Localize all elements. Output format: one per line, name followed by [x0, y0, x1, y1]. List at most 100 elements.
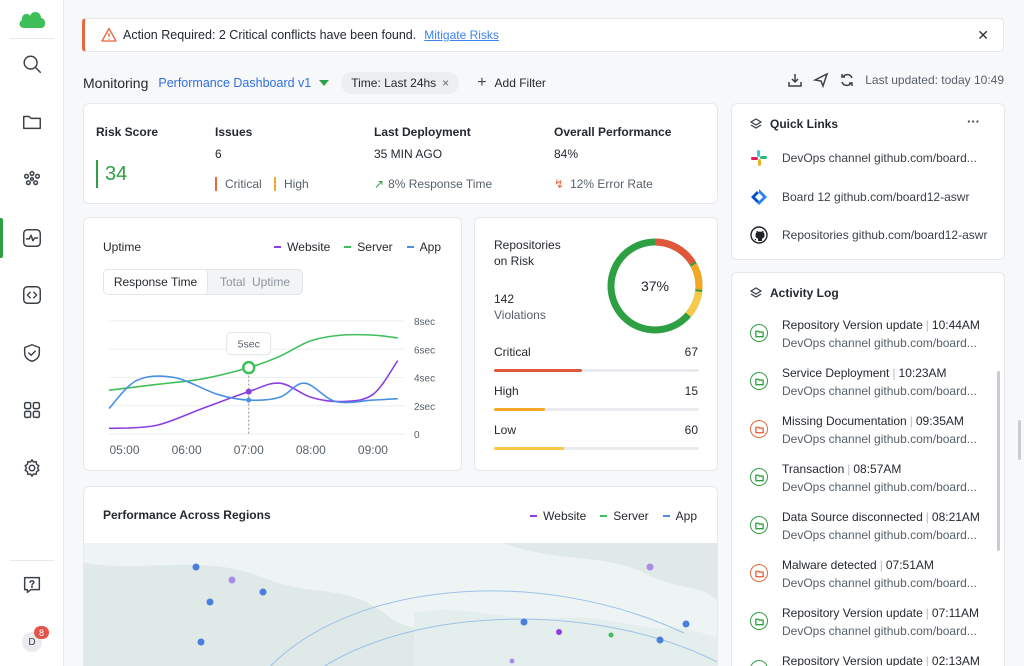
tab-total-uptime[interactable]: Total Uptime — [219, 275, 291, 289]
uptime-metric-toggle: Response Time Total Uptime — [103, 269, 303, 295]
sidebar-item-apps[interactable] — [0, 390, 64, 430]
close-alert-button[interactable]: ✕ — [977, 27, 989, 43]
violations-label: Violations — [494, 308, 546, 322]
sidebar-item-help[interactable] — [0, 565, 64, 605]
activity-item[interactable]: Repository Version update | 10:44AM DevOps … — [750, 318, 990, 360]
quick-links-more-button[interactable]: ··· — [967, 114, 980, 129]
legend-server-label: Server — [357, 240, 393, 254]
sidebar-item-code[interactable] — [0, 275, 64, 315]
activity-item[interactable]: Repository Version update | 02:13AM — [750, 654, 990, 666]
y-tick-label: 8sec — [414, 317, 435, 328]
send-icon[interactable] — [813, 72, 829, 88]
folder-icon — [750, 660, 768, 666]
activity-item[interactable]: Transaction | 08:57AM DevOps channel github… — [750, 462, 990, 504]
issues-value: 6 — [215, 147, 222, 161]
page-scrollbar[interactable] — [1018, 420, 1021, 460]
uptime-card: Uptime Website Server App Response Time … — [83, 217, 462, 471]
tooltip-value: 5sec — [238, 339, 260, 351]
chart-tooltip: 5sec — [226, 332, 272, 356]
sidebar-item-security[interactable] — [0, 333, 64, 373]
risk-row-label: Low — [494, 423, 517, 437]
risk-row-value: 60 — [684, 423, 698, 437]
chevron-down-icon[interactable] — [319, 80, 330, 86]
jira-icon — [751, 189, 767, 205]
activity-time: 10:23AM — [898, 366, 947, 380]
alert-banner: Action Required: 2 Critical conflicts ha… — [82, 18, 1004, 52]
hover-marker[interactable] — [241, 360, 256, 375]
series-line-server — [108, 333, 398, 392]
activity-item[interactable]: Repository Version update | 07:11AM DevOps … — [750, 606, 990, 648]
activity-separator: | — [925, 654, 929, 666]
activity-title: Repository Version update | 02:13AM — [782, 654, 980, 666]
regions-legend-website: Website — [530, 509, 586, 523]
sidebar-item-settings[interactable] — [0, 448, 64, 488]
github-icon — [750, 226, 768, 244]
grid-icon — [23, 401, 41, 419]
risk-row-value: 15 — [684, 384, 698, 398]
activity-scrollbar[interactable] — [997, 371, 1000, 551]
dashboard-selector[interactable]: Performance Dashboard v1 — [158, 76, 312, 90]
time-filter-chip[interactable]: Time: Last 24hs × — [341, 72, 460, 94]
activity-title-text: Data Source disconnected — [782, 510, 923, 524]
add-filter-label: Add Filter — [494, 76, 546, 90]
regions-legend-website-label: Website — [543, 509, 587, 523]
sidebar-item-monitoring[interactable] — [0, 218, 64, 258]
activity-log-header: Activity Log — [750, 286, 839, 300]
activity-subtitle: DevOps channel github.com/board... — [782, 576, 977, 590]
error-rate-trend-label: 12% Error Rate — [570, 177, 653, 191]
error-rate-trend: ↯ 12% Error Rate — [554, 177, 653, 191]
activity-title-text: Repository Version update — [782, 606, 923, 620]
regions-map[interactable] — [84, 543, 718, 666]
sidebar: D 8 — [0, 0, 64, 666]
legend-website: Website — [274, 240, 330, 254]
risk-score-value: 34 — [96, 160, 127, 188]
activity-title: Transaction | 08:57AM — [782, 462, 901, 476]
x-tick-label: 08:00 — [296, 443, 326, 457]
remove-filter-button[interactable]: × — [442, 76, 450, 90]
activity-item[interactable]: Data Source disconnected | 08:21AM DevOps c… — [750, 510, 990, 552]
sidebar-divider — [10, 38, 54, 39]
app-point — [246, 397, 252, 403]
mitigate-risks-link[interactable]: Mitigate Risks — [424, 28, 499, 42]
activity-item[interactable]: Malware detected | 07:51AM DevOps channel g… — [750, 558, 990, 600]
download-icon[interactable] — [787, 72, 803, 88]
tab-response-time[interactable]: Response Time — [104, 270, 208, 294]
folder-icon — [750, 324, 768, 342]
sidebar-item-search[interactable] — [0, 44, 64, 84]
x-tick-label: 09:00 — [358, 443, 388, 457]
activity-time: 07:11AM — [931, 606, 980, 620]
risk-row-bar-fill — [494, 408, 546, 411]
activity-title: Missing Documentation | 09:35AM — [782, 414, 964, 428]
refresh-icon[interactable] — [839, 72, 855, 88]
warning-icon — [101, 27, 117, 42]
quick-link-board[interactable]: Board 12 github.com/board12-aswr — [750, 188, 969, 206]
cloud-logo-icon[interactable] — [17, 8, 47, 30]
activity-separator: | — [892, 366, 896, 380]
activity-item[interactable]: Service Deployment | 10:23AM DevOps channel… — [750, 366, 990, 408]
violations-count: 142 — [494, 292, 515, 306]
y-tick-label: 2sec — [414, 402, 435, 413]
regions-legend-server: Server — [600, 509, 649, 523]
quick-link-devops[interactable]: DevOps channel github.com/board... — [750, 149, 977, 167]
activity-time: 09:35AM — [915, 414, 964, 428]
sidebar-item-teams[interactable] — [0, 159, 64, 199]
activity-title-text: Malware detected — [782, 558, 877, 572]
activity-separator: | — [925, 318, 929, 332]
risk-row-label: Critical — [494, 345, 531, 359]
quick-link-repositories[interactable]: Repositories github.com/board12-aswr — [750, 226, 987, 244]
activity-title-text: Missing Documentation — [782, 414, 907, 428]
sidebar-item-files[interactable] — [0, 102, 64, 142]
overall-performance-title: Overall Performance — [554, 125, 672, 139]
monitor-pulse-icon — [23, 229, 41, 247]
activity-item[interactable]: Missing Documentation | 09:35AM DevOps chan… — [750, 414, 990, 456]
activity-title-text: Service Deployment — [782, 366, 890, 380]
risk-row-label: High — [494, 384, 519, 398]
add-filter-button[interactable]: + Add Filter — [477, 74, 546, 92]
activity-time: 10:44AM — [931, 318, 980, 332]
activity-separator: | — [879, 558, 883, 572]
x-tick-label: 07:00 — [234, 443, 264, 457]
x-tick-label: 05:00 — [110, 443, 140, 457]
activity-time: 02:13AM — [931, 654, 980, 666]
risk-row-value: 67 — [684, 345, 698, 359]
risk-title-line2: on Risk — [494, 254, 535, 268]
